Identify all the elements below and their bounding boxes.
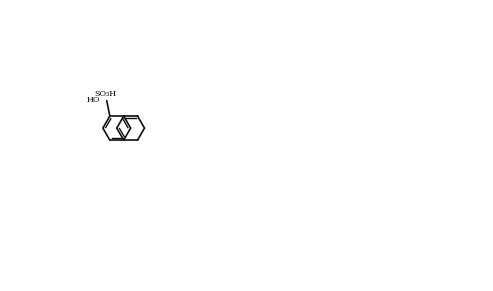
Text: SO₃H: SO₃H bbox=[94, 90, 116, 98]
Text: HO: HO bbox=[86, 96, 100, 104]
